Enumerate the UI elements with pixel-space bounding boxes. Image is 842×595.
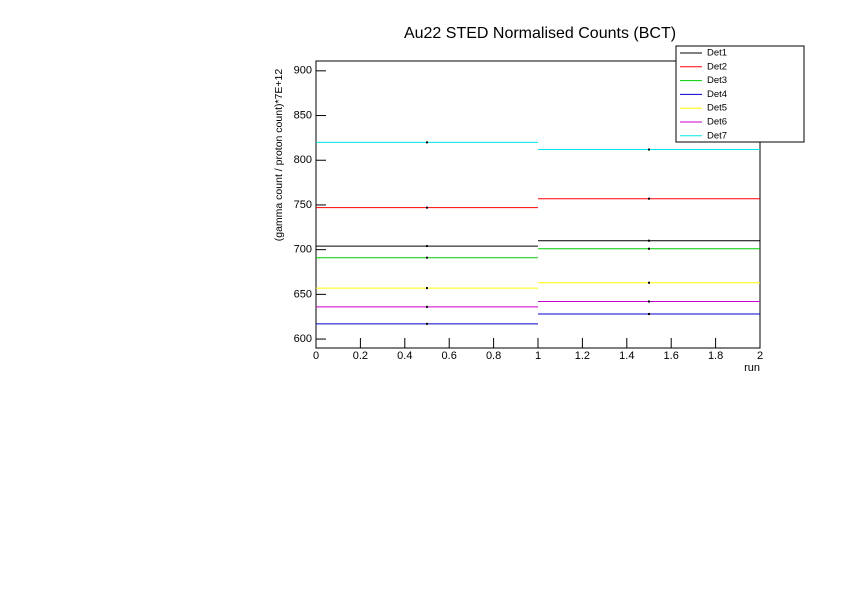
y-tick-label: 750 bbox=[294, 199, 312, 211]
x-tick-label: 2 bbox=[757, 350, 763, 362]
legend-label: Det2 bbox=[707, 61, 727, 72]
bin-marker bbox=[426, 305, 428, 308]
bin-marker bbox=[648, 197, 650, 200]
bin-marker bbox=[426, 206, 428, 209]
bin-marker bbox=[648, 300, 650, 303]
bin-marker bbox=[648, 247, 650, 250]
bin-marker bbox=[648, 313, 650, 316]
legend-label: Det5 bbox=[707, 103, 727, 114]
y-tick-label: 650 bbox=[294, 288, 312, 300]
legend-label: Det3 bbox=[707, 75, 727, 86]
y-tick-label: 700 bbox=[294, 244, 312, 256]
y-tick-label: 800 bbox=[294, 154, 312, 166]
x-tick-label: 0.2 bbox=[353, 350, 368, 362]
x-tick-label: 1 bbox=[535, 350, 541, 362]
x-tick-label: 0.4 bbox=[397, 350, 412, 362]
bin-marker bbox=[648, 148, 650, 151]
bin-marker bbox=[426, 245, 428, 248]
bin-marker bbox=[426, 141, 428, 144]
x-tick-label: 1.8 bbox=[708, 350, 723, 362]
legend-label: Det4 bbox=[707, 89, 727, 100]
bin-marker bbox=[426, 256, 428, 259]
chart-title: Au22 STED Normalised Counts (BCT) bbox=[404, 25, 676, 42]
bin-marker bbox=[426, 322, 428, 325]
legend-label: Det1 bbox=[707, 48, 727, 59]
legend-label: Det7 bbox=[707, 130, 727, 141]
y-tick-label: 600 bbox=[294, 333, 312, 345]
x-tick-label: 0.6 bbox=[442, 350, 457, 362]
bin-marker bbox=[426, 287, 428, 290]
y-axis-label: (gamma count / proton count)*7E+12 bbox=[273, 69, 285, 242]
y-tick-label: 850 bbox=[294, 109, 312, 121]
x-axis-label: run bbox=[744, 362, 760, 374]
x-tick-label: 1.4 bbox=[619, 350, 634, 362]
legend-label: Det6 bbox=[707, 117, 727, 128]
y-tick-label: 900 bbox=[294, 65, 312, 77]
bin-marker bbox=[648, 239, 650, 242]
x-tick-label: 0.8 bbox=[486, 350, 501, 362]
x-tick-label: 1.2 bbox=[575, 350, 590, 362]
bin-marker bbox=[648, 281, 650, 284]
x-tick-label: 0 bbox=[313, 350, 319, 362]
x-tick-label: 1.6 bbox=[664, 350, 679, 362]
